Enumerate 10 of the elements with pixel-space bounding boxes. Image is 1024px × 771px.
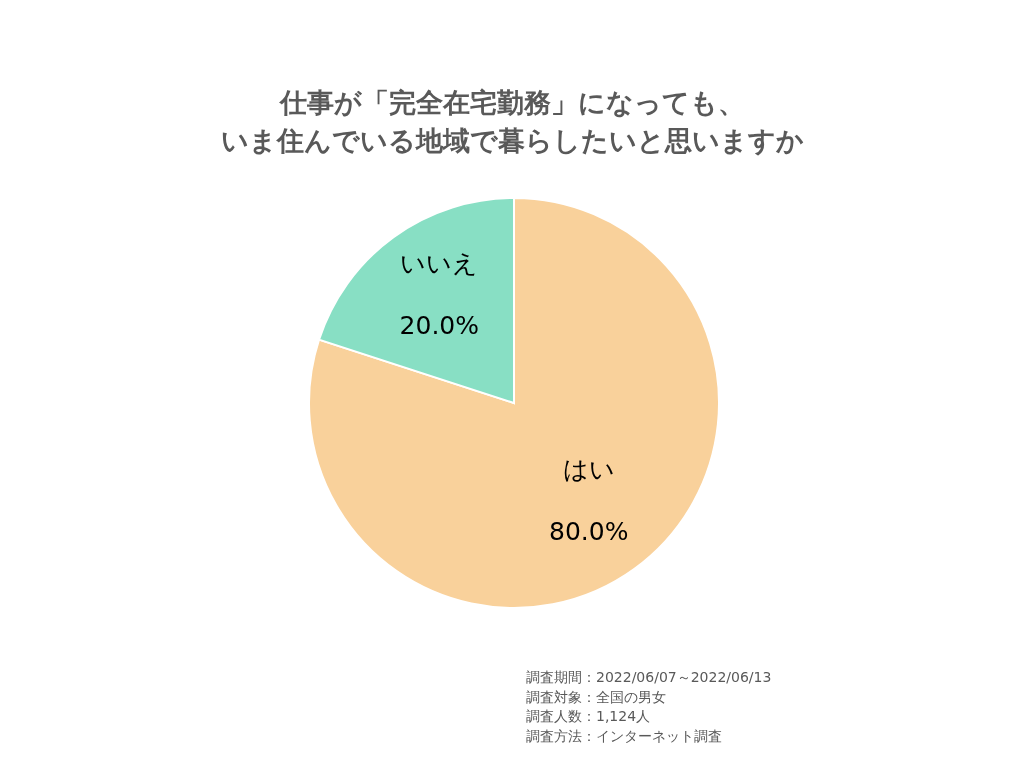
data-label: 20.0% (399, 311, 479, 341)
data-label: 80.0% (549, 516, 629, 546)
chart-title: 仕事が「完全在宅勤務」になっても、 (278, 87, 745, 118)
slice-label: いいえ (400, 249, 479, 279)
slice-label: はい (562, 454, 615, 484)
text: 調査人数：1,124人 (526, 708, 651, 724)
text: 調査対象：全国の男女 (526, 688, 666, 705)
text: 調査期間：2022/06/07～2022/06/13 (526, 669, 772, 685)
text: 調査方法：インターネット調査 (526, 727, 722, 744)
chart-subtitle: いま住んでいる地域で暮らしたいと思いますか (220, 125, 804, 156)
